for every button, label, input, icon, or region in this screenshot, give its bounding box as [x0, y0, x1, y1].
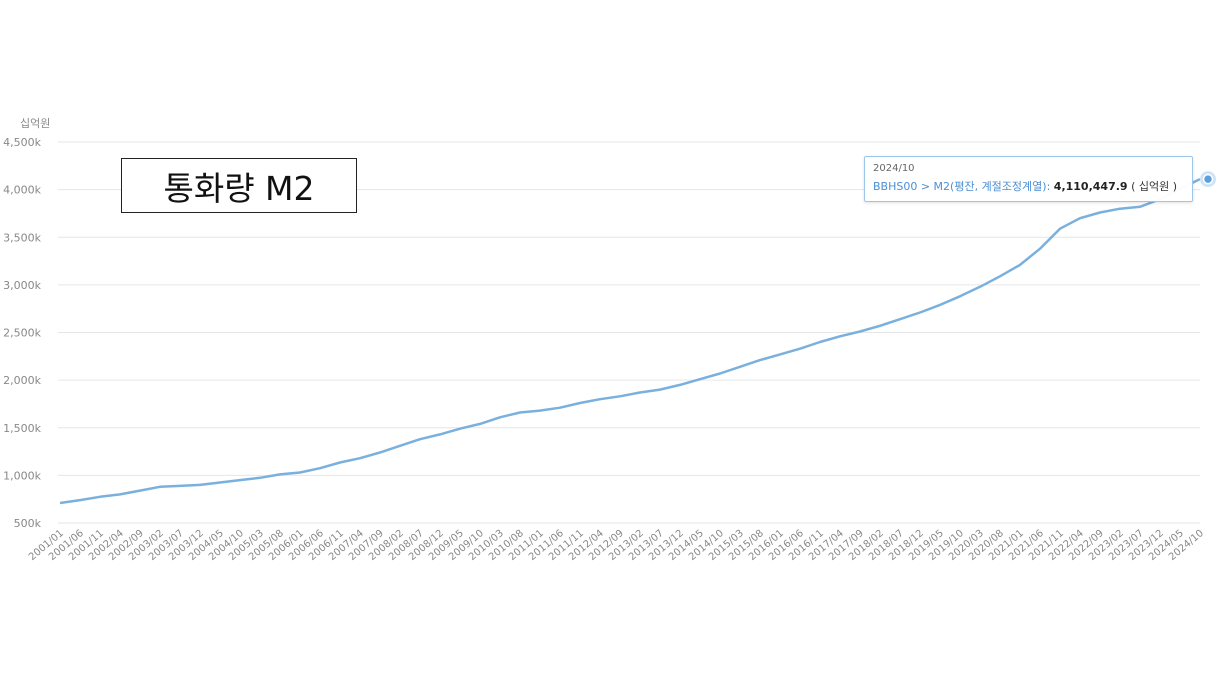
- y-tick-label: 2,000k: [3, 374, 41, 387]
- y-tick-label: 3,000k: [3, 279, 41, 292]
- y-tick-label: 1,500k: [3, 422, 41, 435]
- chart-title: 통화량 M2: [163, 168, 315, 208]
- y-tick-label: 1,000k: [3, 469, 41, 482]
- y-tick-label: 4,000k: [3, 184, 41, 197]
- tooltip-date: 2024/10: [873, 163, 915, 174]
- grid-lines: [58, 141, 1200, 524]
- tooltip-value: 4,110,447.9: [1053, 180, 1128, 193]
- data-tooltip: 2024/10 BBHS00 > M2(평잔, 계절조정계열): 4,110,4…: [864, 156, 1193, 202]
- chart-title-box: 통화량 M2: [121, 158, 357, 213]
- y-tick-label: 4,500k: [3, 136, 41, 149]
- tooltip-series-name: BBHS00 > M2(평잔, 계절조정계열): [873, 180, 1047, 193]
- y-axis-ticks: 500k 1,000k 1,500k 2,000k 2,500k 3,000k 3,500k…: [3, 136, 41, 530]
- tooltip-row: BBHS00 > M2(평잔, 계절조정계열): 4,110,447.9 ( 십…: [873, 180, 1178, 193]
- tooltip-unit: ( 십억원 ): [1131, 180, 1178, 193]
- y-axis-unit-label: 십억원: [20, 117, 50, 130]
- y-tick-label: 2,500k: [3, 327, 41, 340]
- y-tick-label: 3,500k: [3, 231, 41, 244]
- latest-point-marker[interactable]: [1202, 173, 1214, 185]
- x-axis-ticks: 2001/012001/062001/112002/042002/092003/…: [27, 528, 1206, 563]
- y-tick-label: 500k: [14, 517, 42, 530]
- m2-series-line: [59, 177, 1201, 505]
